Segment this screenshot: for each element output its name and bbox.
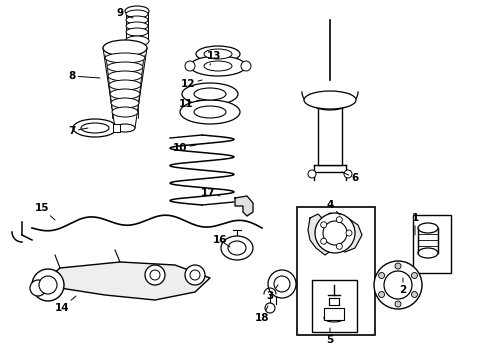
Ellipse shape <box>196 46 240 62</box>
Ellipse shape <box>112 107 138 117</box>
Circle shape <box>241 61 251 71</box>
Circle shape <box>395 301 401 307</box>
Ellipse shape <box>105 53 145 63</box>
Circle shape <box>190 270 200 280</box>
Circle shape <box>344 170 352 178</box>
Text: 2: 2 <box>399 278 407 295</box>
Bar <box>113 124 120 132</box>
Ellipse shape <box>108 71 142 81</box>
Text: 12: 12 <box>181 79 202 89</box>
Text: 17: 17 <box>201 188 220 198</box>
Bar <box>413 215 451 273</box>
Text: 16: 16 <box>213 235 230 247</box>
Ellipse shape <box>126 10 148 18</box>
Ellipse shape <box>194 88 226 100</box>
Circle shape <box>30 280 46 296</box>
Circle shape <box>379 273 385 279</box>
Circle shape <box>320 238 327 244</box>
Ellipse shape <box>418 248 438 258</box>
Text: 1: 1 <box>412 213 418 235</box>
Circle shape <box>265 303 275 313</box>
Ellipse shape <box>221 236 253 260</box>
Ellipse shape <box>304 91 356 109</box>
Text: 11: 11 <box>179 99 200 109</box>
Text: 3: 3 <box>267 285 278 301</box>
Bar <box>208 54 228 66</box>
Polygon shape <box>235 196 253 216</box>
Text: 8: 8 <box>69 71 100 81</box>
Ellipse shape <box>194 106 226 118</box>
Text: 18: 18 <box>255 306 269 323</box>
Circle shape <box>336 243 343 249</box>
Ellipse shape <box>182 83 238 105</box>
Circle shape <box>185 265 205 285</box>
Bar <box>126 11 148 39</box>
Circle shape <box>32 269 64 301</box>
Ellipse shape <box>228 241 246 255</box>
Bar <box>312 280 357 332</box>
Circle shape <box>336 217 343 223</box>
Ellipse shape <box>180 100 240 124</box>
Ellipse shape <box>103 40 147 56</box>
Circle shape <box>315 213 355 253</box>
Circle shape <box>268 270 296 298</box>
Circle shape <box>39 276 57 294</box>
Ellipse shape <box>109 80 141 90</box>
Text: 5: 5 <box>326 328 334 345</box>
Ellipse shape <box>126 16 148 24</box>
Circle shape <box>185 61 195 71</box>
Circle shape <box>384 271 412 299</box>
Ellipse shape <box>115 124 135 132</box>
Ellipse shape <box>125 36 149 46</box>
Circle shape <box>145 265 165 285</box>
Bar <box>318 100 342 165</box>
Bar <box>418 228 438 253</box>
Ellipse shape <box>324 314 344 322</box>
Circle shape <box>274 276 290 292</box>
Text: 9: 9 <box>117 8 133 18</box>
Ellipse shape <box>126 28 148 36</box>
Circle shape <box>150 270 160 280</box>
Polygon shape <box>308 213 362 255</box>
Ellipse shape <box>204 61 232 71</box>
Circle shape <box>395 263 401 269</box>
Ellipse shape <box>125 6 149 16</box>
Bar <box>324 308 344 320</box>
Polygon shape <box>35 262 210 300</box>
Circle shape <box>320 222 327 228</box>
Circle shape <box>379 292 385 297</box>
Ellipse shape <box>418 223 438 233</box>
Text: 14: 14 <box>55 296 76 313</box>
Ellipse shape <box>110 89 140 99</box>
Ellipse shape <box>204 49 232 59</box>
Bar <box>329 298 339 305</box>
Text: 4: 4 <box>326 200 340 215</box>
Ellipse shape <box>111 98 139 108</box>
Ellipse shape <box>190 56 246 76</box>
Ellipse shape <box>81 123 109 133</box>
Text: 13: 13 <box>207 51 221 65</box>
Circle shape <box>323 221 347 245</box>
Circle shape <box>346 230 352 236</box>
Text: 10: 10 <box>173 143 196 153</box>
Text: 6: 6 <box>342 172 359 183</box>
Circle shape <box>412 273 417 279</box>
Bar <box>297 207 375 335</box>
Text: 15: 15 <box>35 203 55 220</box>
Ellipse shape <box>73 119 117 137</box>
Circle shape <box>308 170 316 178</box>
Text: 7: 7 <box>68 126 88 136</box>
Circle shape <box>412 292 417 297</box>
Ellipse shape <box>107 62 143 72</box>
Circle shape <box>374 261 422 309</box>
Ellipse shape <box>126 22 148 30</box>
